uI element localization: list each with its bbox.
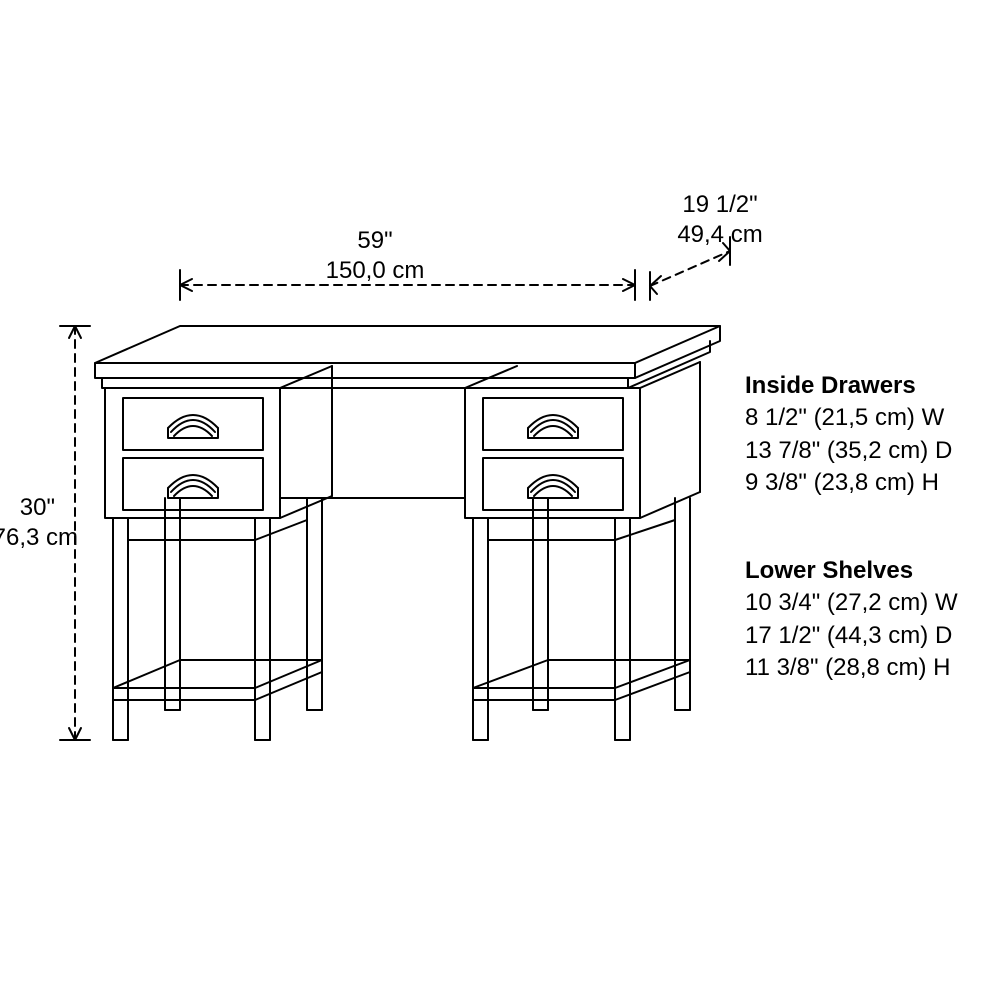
center-apron [280, 388, 465, 498]
handle [528, 475, 578, 498]
spec-lower-shelves-w: 10 3/4" (27,2 cm) W [745, 587, 958, 619]
spec-lower-shelves-d: 17 1/2" (44,3 cm) D [745, 620, 958, 652]
spec-lower-shelves: Lower Shelves 10 3/4" (27,2 cm) W 17 1/2… [745, 555, 958, 685]
shelf-left [113, 660, 322, 688]
dim-height-metric: 76,3 cm [0, 524, 78, 551]
drawer-right-top [483, 398, 623, 450]
spec-inside-drawers-d: 13 7/8" (35,2 cm) D [745, 435, 952, 467]
spec-inside-drawers-title: Inside Drawers [745, 370, 952, 402]
drawer-left-top [123, 398, 263, 450]
spec-inside-drawers-h: 9 3/8" (23,8 cm) H [745, 467, 952, 499]
dim-height-imperial: 30" [20, 494, 55, 521]
dim-width-metric: 150,0 cm [326, 257, 425, 284]
drawer-right-bottom [483, 458, 623, 510]
dim-width-imperial: 59" [357, 227, 392, 254]
tabletop-top-face [95, 326, 720, 363]
desk-diagram-svg: 59" 150,0 cm 19 1/2" 49,4 cm 30" 76,3 cm [0, 0, 1000, 1000]
handle [168, 475, 218, 498]
spec-lower-shelves-h: 11 3/8" (28,8 cm) H [745, 652, 958, 684]
spec-lower-shelves-title: Lower Shelves [745, 555, 958, 587]
dim-depth-imperial: 19 1/2" [682, 191, 757, 218]
drawer-left-bottom [123, 458, 263, 510]
diagram-container: 59" 150,0 cm 19 1/2" 49,4 cm 30" 76,3 cm… [0, 0, 1000, 1000]
dim-depth-metric: 49,4 cm [677, 221, 762, 248]
spec-inside-drawers: Inside Drawers 8 1/2" (21,5 cm) W 13 7/8… [745, 370, 952, 500]
spec-inside-drawers-w: 8 1/2" (21,5 cm) W [745, 402, 952, 434]
handle [168, 415, 218, 438]
handle [528, 415, 578, 438]
